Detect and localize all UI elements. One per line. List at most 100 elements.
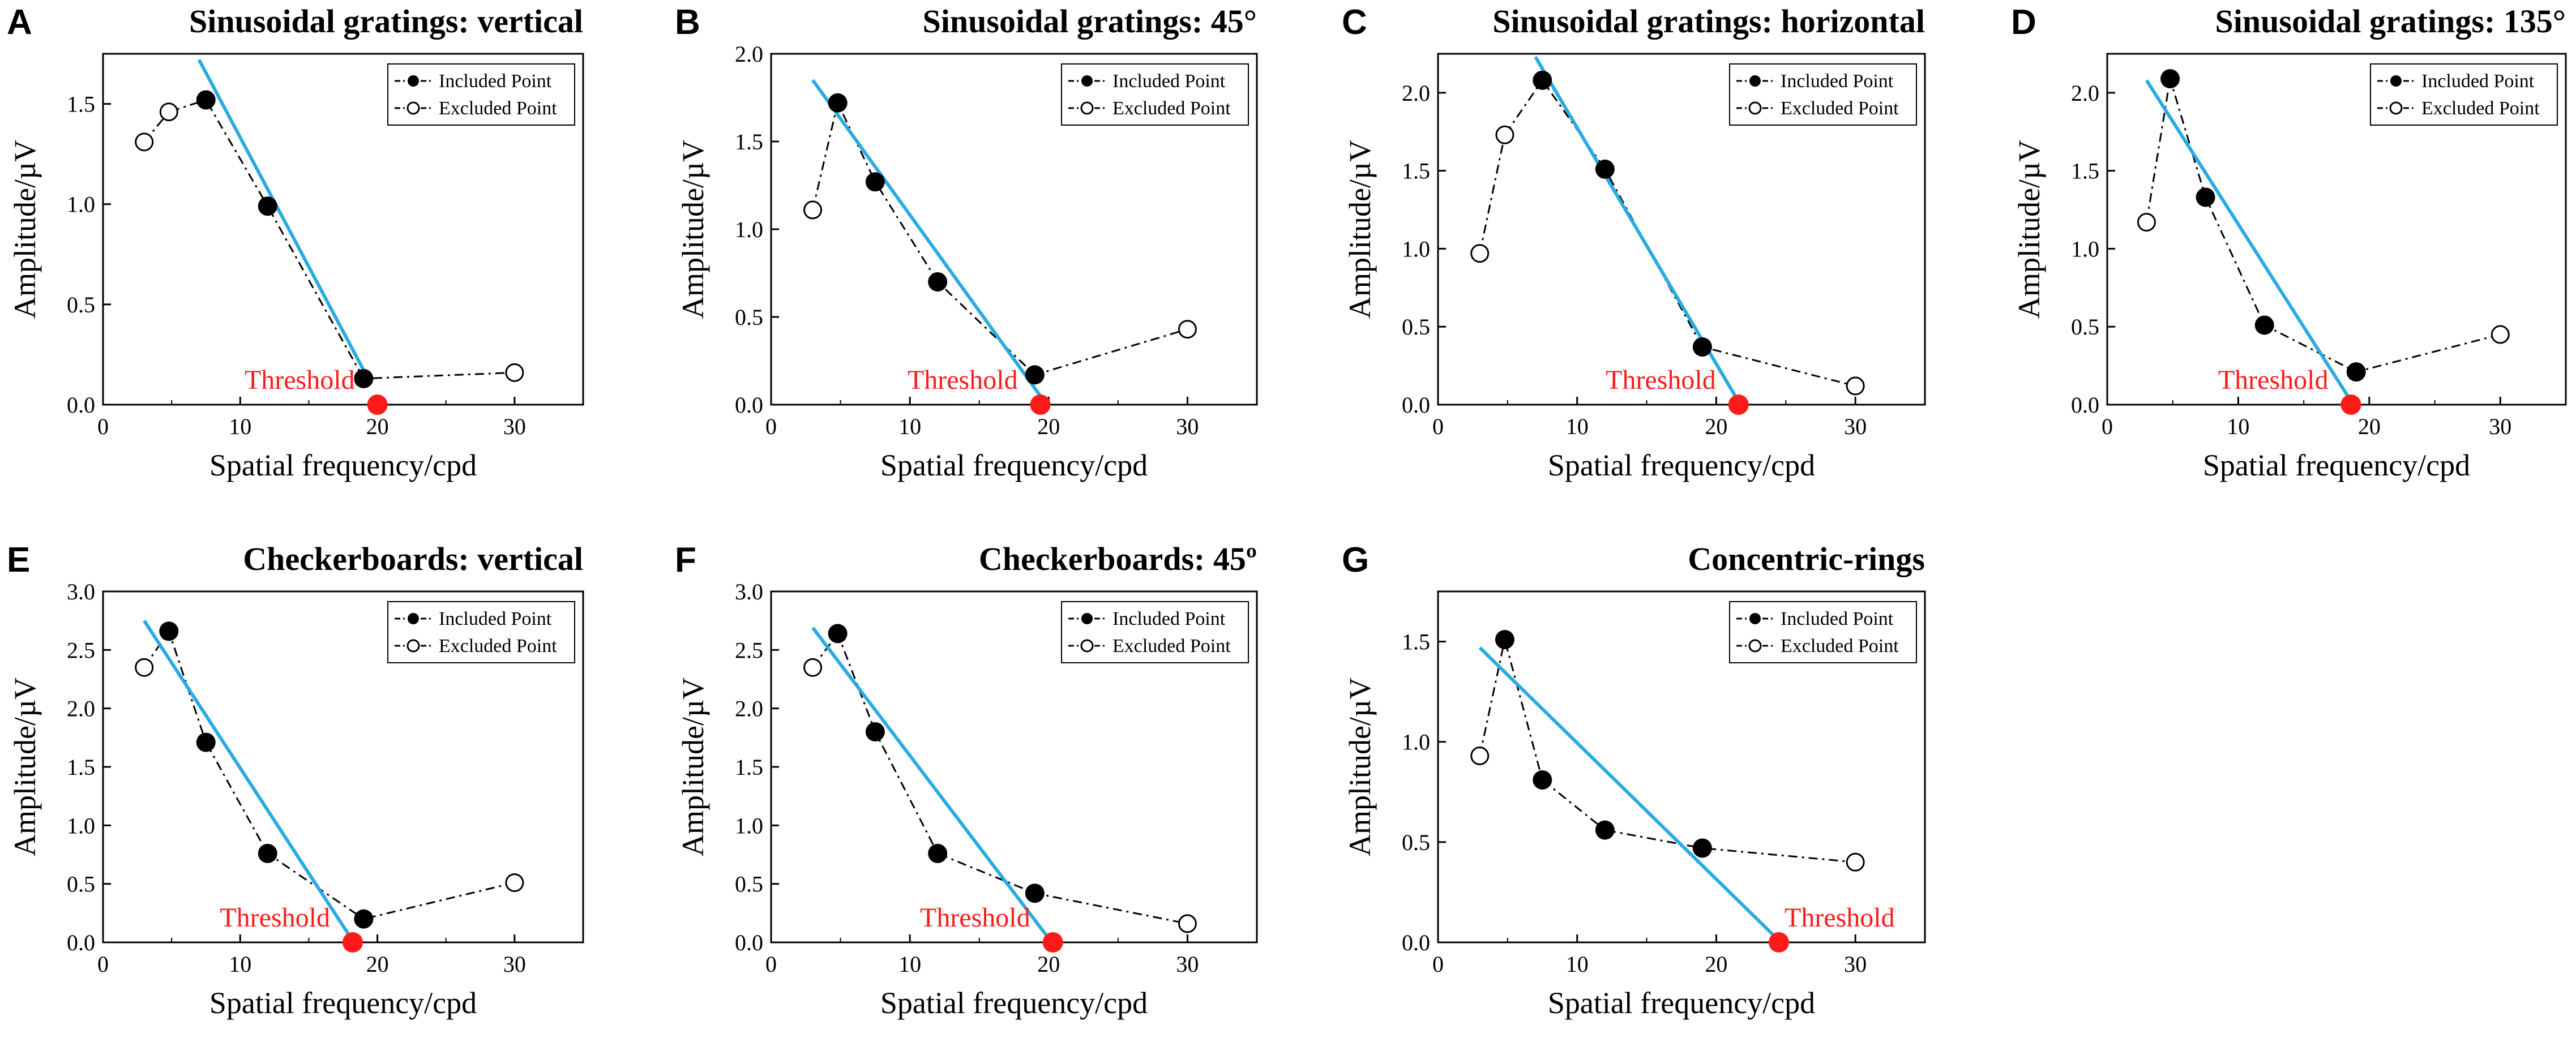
- fit-line: [2145, 79, 2350, 398]
- y-tick-label: 1.5: [67, 92, 95, 117]
- y-tick-label: 1.0: [67, 192, 95, 217]
- chart-title: Sinusoidal gratings: vertical: [189, 3, 583, 40]
- legend-label-included: Included Point: [1781, 71, 1894, 92]
- legend-label-included: Included Point: [439, 608, 552, 629]
- plot-frame: [102, 53, 584, 406]
- threshold-label: Threshold: [1606, 365, 1716, 395]
- x-axis-label: Spatial frequency/cpd: [209, 986, 477, 1020]
- legend-marker-included: [1749, 75, 1761, 87]
- included-point: [159, 621, 179, 641]
- included-point: [1692, 337, 1712, 357]
- legend-label-excluded: Excluded Point: [439, 636, 557, 657]
- excluded-point: [505, 873, 524, 893]
- x-tick-label: 10: [229, 951, 251, 977]
- threshold-label: Threshold: [220, 903, 330, 933]
- y-tick-label: 1.0: [735, 813, 763, 838]
- excluded-point: [1178, 320, 1197, 339]
- legend-box: [2370, 63, 2558, 126]
- legend-marker-excluded: [1748, 639, 1762, 653]
- legend-box: [1061, 601, 1249, 663]
- x-tick-label: 0: [1432, 951, 1444, 977]
- legend: Included Point Excluded Point: [1061, 601, 1249, 663]
- included-point: [2160, 69, 2180, 89]
- legend-label-excluded: Excluded Point: [1112, 636, 1231, 657]
- x-tick-label: 10: [1566, 951, 1589, 977]
- y-tick-label: 1.0: [1402, 730, 1430, 755]
- included-point: [865, 172, 885, 192]
- legend-marker-excluded: [406, 639, 420, 653]
- data-series-line: [812, 100, 1188, 376]
- y-tick-label: 1.5: [67, 754, 95, 780]
- y-tick-label: 1.0: [735, 217, 763, 242]
- included-point: [196, 90, 216, 110]
- data-series-line: [2145, 78, 2501, 373]
- excluded-point: [135, 132, 154, 152]
- panel-letter: B: [675, 3, 700, 42]
- panel-g: G Concentric-rings 0 10 20 30 0.0 0.5 1.0 1.5 Spat…: [1342, 541, 1926, 1020]
- included-point: [258, 196, 277, 216]
- x-tick-label: 30: [1176, 951, 1199, 977]
- legend-marker-included: [1081, 613, 1093, 624]
- legend-label-excluded: Excluded Point: [2421, 98, 2540, 119]
- y-tick-label: 0.5: [735, 872, 763, 897]
- y-axis-label: Amplitude/µV: [676, 140, 710, 319]
- x-tick-label: 30: [1844, 951, 1867, 977]
- plot-frame: [2106, 53, 2567, 406]
- included-point: [196, 732, 216, 752]
- included-point: [1495, 630, 1514, 650]
- legend: Included Point Excluded Point: [1729, 63, 1917, 126]
- panel-letter: G: [1342, 541, 1369, 580]
- y-axis-label: Amplitude/µV: [1343, 677, 1377, 856]
- legend: Included Point Excluded Point: [1729, 601, 1917, 663]
- y-tick-label: 1.5: [1402, 158, 1430, 184]
- panel-letter: E: [7, 541, 30, 580]
- y-tick-label: 1.5: [2071, 158, 2099, 184]
- legend-box: [387, 63, 575, 126]
- x-tick-label: 0: [2102, 414, 2113, 439]
- x-axis-label: Spatial frequency/cpd: [1548, 986, 1815, 1020]
- y-axis-label: Amplitude/µV: [1343, 140, 1377, 319]
- excluded-point: [1495, 125, 1514, 144]
- x-tick-label: 10: [2227, 414, 2249, 439]
- panel-c: C Sinusoidal gratings: horizontal 0 10 20 30 0…: [1342, 3, 1926, 482]
- x-tick-label: 0: [1432, 414, 1444, 439]
- x-tick-label: 30: [1844, 414, 1867, 439]
- data-series-line: [143, 98, 515, 380]
- legend-marker-included: [1081, 75, 1093, 87]
- excluded-point: [505, 363, 524, 382]
- legend-marker-excluded: [1080, 639, 1094, 653]
- included-point: [928, 272, 948, 291]
- threshold-label: Threshold: [1785, 903, 1895, 933]
- legend-label-excluded: Excluded Point: [1781, 98, 1899, 119]
- legend-label-included: Included Point: [1112, 608, 1226, 629]
- y-tick-label: 3.0: [735, 579, 763, 604]
- threshold-point: [1769, 932, 1789, 953]
- legend-label-excluded: Excluded Point: [439, 98, 557, 119]
- legend-box: [387, 601, 575, 663]
- included-point: [928, 843, 948, 863]
- y-tick-label: 0.5: [67, 872, 95, 897]
- y-axis-label: Amplitude/µV: [8, 677, 42, 856]
- x-tick-label: 30: [2489, 414, 2511, 439]
- threshold-label: Threshold: [2218, 365, 2329, 395]
- x-tick-label: 20: [1705, 414, 1727, 439]
- x-tick-label: 10: [898, 951, 921, 977]
- legend-marker-excluded: [406, 101, 420, 115]
- legend-marker-included: [408, 75, 419, 87]
- x-tick-label: 10: [898, 414, 921, 439]
- legend: Included Point Excluded Point: [2370, 63, 2558, 126]
- legend-label-included: Included Point: [2421, 71, 2535, 92]
- legend-marker-included: [2390, 75, 2402, 87]
- chart-title: Checkerboards: 45º: [979, 541, 1257, 577]
- x-tick-label: 20: [1705, 951, 1727, 977]
- y-tick-label: 0.5: [67, 292, 95, 318]
- x-axis-label: Spatial frequency/cpd: [880, 986, 1148, 1020]
- x-tick-label: 20: [1037, 414, 1060, 439]
- y-tick-label: 0.5: [735, 304, 763, 330]
- fit-line: [811, 627, 1049, 938]
- x-tick-label: 20: [1037, 951, 1060, 977]
- y-tick-label: 2.0: [67, 696, 95, 722]
- excluded-point: [1178, 914, 1197, 933]
- excluded-point: [1846, 376, 1865, 396]
- included-point: [354, 368, 374, 388]
